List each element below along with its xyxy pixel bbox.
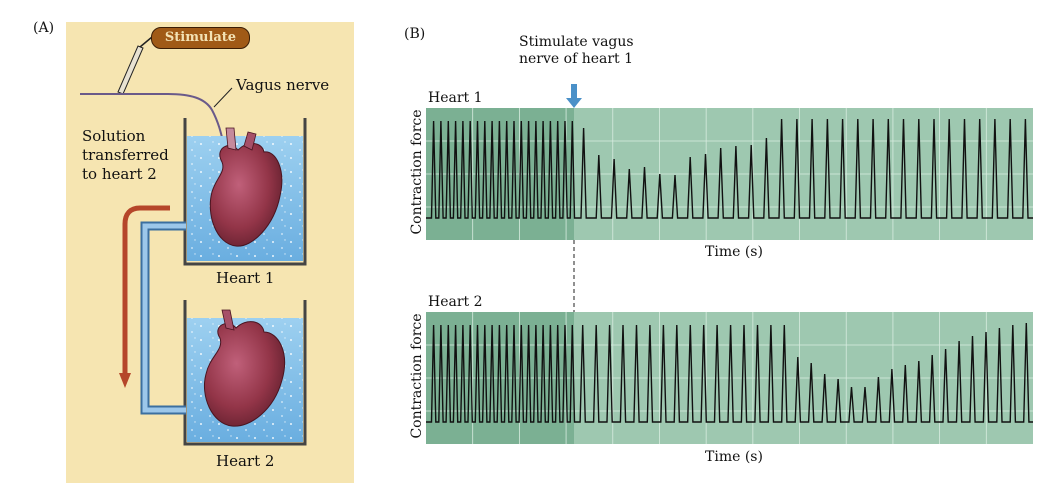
stimulus-arrow-icon xyxy=(566,84,582,108)
solution-label-line-1: Solution xyxy=(82,127,146,145)
heart-1-label: Heart 1 xyxy=(216,269,275,287)
heart-2-ylabel: Contraction force xyxy=(409,313,425,439)
heart-2-trace xyxy=(426,322,1033,423)
heart-1-ylabel: Contraction force xyxy=(409,109,425,235)
heart-2-chart-title: Heart 2 xyxy=(428,294,483,310)
heart-2-label: Heart 2 xyxy=(216,452,275,470)
beaker-2 xyxy=(183,300,307,446)
solution-label-line-3: to heart 2 xyxy=(82,165,157,183)
beaker-1 xyxy=(183,118,307,266)
heart-1-trace xyxy=(426,118,1033,219)
heart-1-chart-title: Heart 1 xyxy=(428,90,483,106)
panel-b-letter: (B) xyxy=(404,26,426,42)
heart-1-icon xyxy=(209,127,283,247)
heart-2-icon xyxy=(204,309,286,427)
stimulus-annotation: Stimulate vagus nerve of heart 1 xyxy=(519,34,634,68)
heart-2-chart xyxy=(426,312,1033,444)
heart-1-xlabel: Time (s) xyxy=(705,244,763,260)
panel-a-letter: (A) xyxy=(33,20,55,36)
solution-label-line-2: transferred xyxy=(82,146,169,164)
heart-2-xlabel: Time (s) xyxy=(705,449,763,465)
vagus-nerve-label: Vagus nerve xyxy=(236,76,330,94)
stimulate-button[interactable]: Stimulate xyxy=(151,27,250,49)
solution-flow-arrow xyxy=(122,205,170,375)
heart-1-chart xyxy=(426,108,1033,240)
stimulus-annotation-line-1: Stimulate vagus xyxy=(519,34,634,50)
stimulus-annotation-line-2: nerve of heart 1 xyxy=(519,51,634,67)
